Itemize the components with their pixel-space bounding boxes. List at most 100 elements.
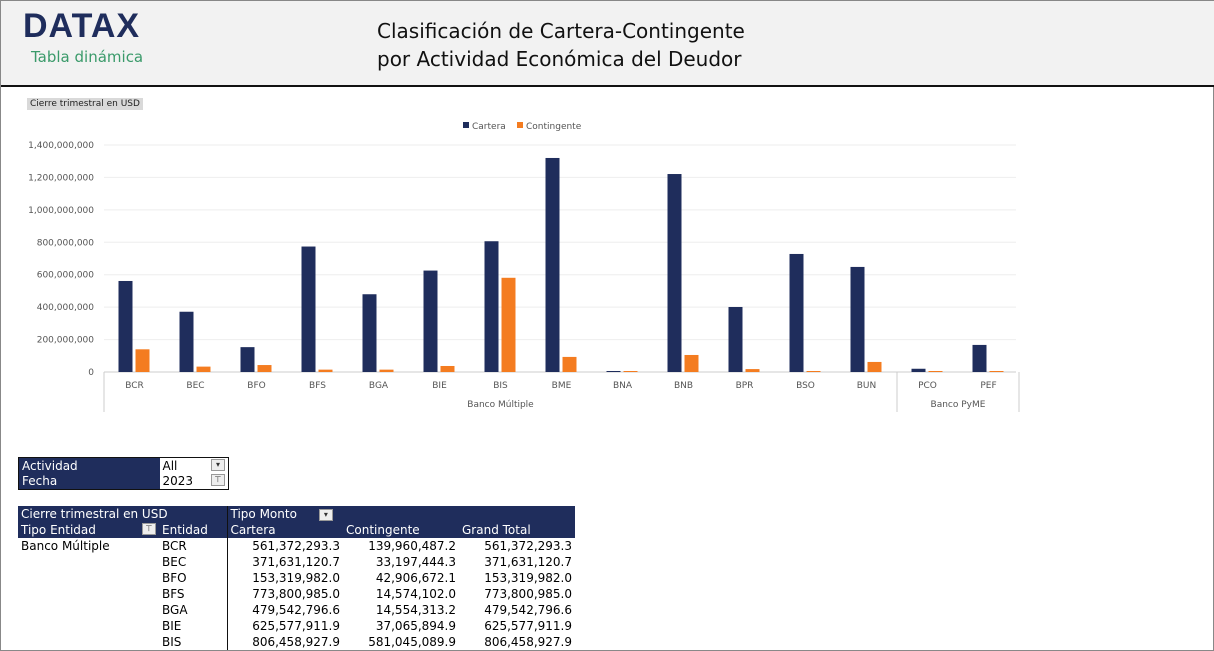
bar-cartera-BGA bbox=[362, 294, 377, 372]
header: DATAX Tabla dinámica Clasificación de Ca… bbox=[1, 1, 1214, 87]
y-tick-label: 0 bbox=[88, 368, 94, 378]
filter-icon[interactable]: ⊤ bbox=[211, 474, 225, 487]
cartera-cell: 773,800,985.0 bbox=[252, 587, 340, 601]
tipo-entidad-cell bbox=[18, 570, 159, 586]
x-tick-label: BCR bbox=[125, 381, 144, 391]
x-tick-label: PCO bbox=[918, 381, 937, 391]
y-tick-label: 800,000,000 bbox=[37, 238, 95, 248]
col-field[interactable]: Tipo Monto ▾ bbox=[227, 506, 575, 522]
filter-icon[interactable]: ⊤ bbox=[142, 523, 156, 535]
table-row: BEC 371,631,120.7 33,197,444.3 371,631,120.… bbox=[18, 554, 575, 570]
row-field[interactable]: Entidad bbox=[159, 522, 228, 538]
table-row: BFO 153,319,982.0 42,906,672.1 153,319,982.… bbox=[18, 570, 575, 586]
filter-label: Fecha bbox=[18, 473, 160, 490]
subtitle: Tabla dinámica bbox=[31, 48, 144, 66]
table-row: BIS 806,458,927.9 581,045,089.9 806,458,927… bbox=[18, 634, 575, 650]
entidad-cell: BCR bbox=[159, 538, 228, 554]
filter-table: Actividad All ▾ Fecha 2023 ⊤ bbox=[18, 457, 229, 490]
cartera-cell: 625,577,911.9 bbox=[252, 619, 340, 633]
tipo-entidad-cell bbox=[18, 602, 159, 618]
grand-total-cell: 773,800,985.0 bbox=[484, 587, 572, 601]
grand-total-cell: 625,577,911.9 bbox=[484, 619, 572, 633]
x-tick-label: PEF bbox=[980, 381, 996, 391]
cartera-cell: 153,319,982.0 bbox=[252, 571, 340, 585]
filter-row: Actividad All ▾ bbox=[18, 457, 229, 474]
x-tick-label: BGA bbox=[369, 381, 389, 391]
x-tick-label: BIS bbox=[493, 381, 508, 391]
contingente-cell: 33,197,444.3 bbox=[375, 555, 456, 569]
grand-total-cell: 153,319,982.0 bbox=[484, 571, 572, 585]
cartera-cell: 806,458,927.9 bbox=[252, 635, 340, 649]
entidad-cell: BGA bbox=[159, 602, 228, 618]
entidad-cell: BFO bbox=[159, 570, 228, 586]
title-line-1: Clasificación de Cartera-Contingente bbox=[377, 19, 745, 43]
filter-value-text: All bbox=[162, 458, 178, 473]
tipo-entidad-cell bbox=[18, 586, 159, 602]
bar-cartera-BIS bbox=[484, 241, 499, 372]
filter-value[interactable]: 2023 ⊤ bbox=[160, 474, 229, 490]
table-row: BGA 479,542,796.6 14,554,313.2 479,542,796.… bbox=[18, 602, 575, 618]
dropdown-icon[interactable]: ▾ bbox=[211, 458, 225, 471]
bar-cartera-BME bbox=[545, 157, 560, 372]
col-header: Cartera bbox=[230, 523, 276, 537]
tipo-entidad-cell: Banco Múltiple bbox=[21, 539, 110, 553]
x-tick-label: BSO bbox=[796, 381, 815, 391]
cartera-cell: 371,631,120.7 bbox=[252, 555, 340, 569]
bar-cartera-BNB bbox=[667, 174, 682, 372]
x-tick-label: BFS bbox=[309, 381, 326, 391]
row-field-label: Tipo Entidad bbox=[21, 523, 96, 537]
bar-contingente-BCR bbox=[135, 349, 150, 372]
page-title: Clasificación de Cartera-Contingente por… bbox=[377, 17, 745, 73]
entidad-cell: BIE bbox=[159, 618, 228, 634]
bar-contingente-BEC bbox=[196, 366, 211, 372]
x-tick-label: BME bbox=[552, 381, 572, 391]
grand-total-cell: 479,542,796.6 bbox=[484, 603, 572, 617]
x-tick-label: BEC bbox=[186, 381, 204, 391]
table-row: BFS 773,800,985.0 14,574,102.0 773,800,985.… bbox=[18, 586, 575, 602]
bar-cartera-BCR bbox=[118, 280, 133, 372]
bar-contingente-PCO bbox=[928, 371, 943, 372]
filter-row: Fecha 2023 ⊤ bbox=[18, 473, 229, 490]
bar-contingente-BIS bbox=[501, 277, 516, 372]
x-tick-label: BNA bbox=[613, 381, 633, 391]
x-tick-label: BNB bbox=[674, 381, 693, 391]
contingente-cell: 581,045,089.9 bbox=[368, 635, 456, 649]
x-tick-label: BPR bbox=[736, 381, 754, 391]
bar-cartera-BPR bbox=[728, 306, 743, 372]
pivot-table: Cierre trimestral en USD Tipo Monto ▾ Tipo… bbox=[18, 506, 575, 650]
contingente-cell: 37,065,894.9 bbox=[375, 619, 456, 633]
tipo-entidad-cell bbox=[18, 618, 159, 634]
cartera-cell: 479,542,796.6 bbox=[252, 603, 340, 617]
table-row: BIE 625,577,911.9 37,065,894.9 625,577,911.… bbox=[18, 618, 575, 634]
bar-cartera-BNA bbox=[606, 371, 621, 372]
bar-cartera-BFS bbox=[301, 246, 316, 372]
group-label: Banco PyME bbox=[931, 400, 986, 410]
pivot-corner: Cierre trimestral en USD bbox=[18, 506, 228, 522]
entidad-cell: BIS bbox=[159, 634, 228, 650]
legend-label: Cartera bbox=[472, 122, 506, 132]
legend-swatch bbox=[517, 122, 523, 128]
bar-cartera-PEF bbox=[972, 344, 987, 372]
bar-cartera-BUN bbox=[850, 266, 865, 372]
dropdown-icon[interactable]: ▾ bbox=[318, 508, 333, 521]
bar-contingente-BFS bbox=[318, 369, 333, 372]
bar-cartera-BEC bbox=[179, 311, 194, 372]
tipo-entidad-cell bbox=[18, 554, 159, 570]
bar-contingente-BME bbox=[562, 356, 577, 372]
filter-value[interactable]: All ▾ bbox=[160, 458, 229, 474]
entidad-cell: BEC bbox=[159, 554, 228, 570]
filter-value-text: 2023 bbox=[162, 474, 194, 489]
bar-contingente-BNA bbox=[623, 371, 638, 372]
bar-contingente-BSO bbox=[806, 371, 821, 372]
bar-contingente-PEF bbox=[989, 371, 1004, 372]
contingente-cell: 42,906,672.1 bbox=[375, 571, 456, 585]
field-chip[interactable]: Cierre trimestral en USD bbox=[27, 98, 143, 110]
y-tick-label: 1,000,000,000 bbox=[28, 206, 94, 216]
x-tick-label: BFO bbox=[247, 381, 265, 391]
title-line-2: por Actividad Económica del Deudor bbox=[377, 47, 742, 71]
y-tick-label: 400,000,000 bbox=[37, 303, 95, 313]
row-field[interactable]: Tipo Entidad ⊤ bbox=[18, 522, 159, 538]
y-tick-label: 600,000,000 bbox=[37, 271, 95, 281]
entidad-cell: BFS bbox=[159, 586, 228, 602]
bar-contingente-BIE bbox=[440, 365, 455, 372]
